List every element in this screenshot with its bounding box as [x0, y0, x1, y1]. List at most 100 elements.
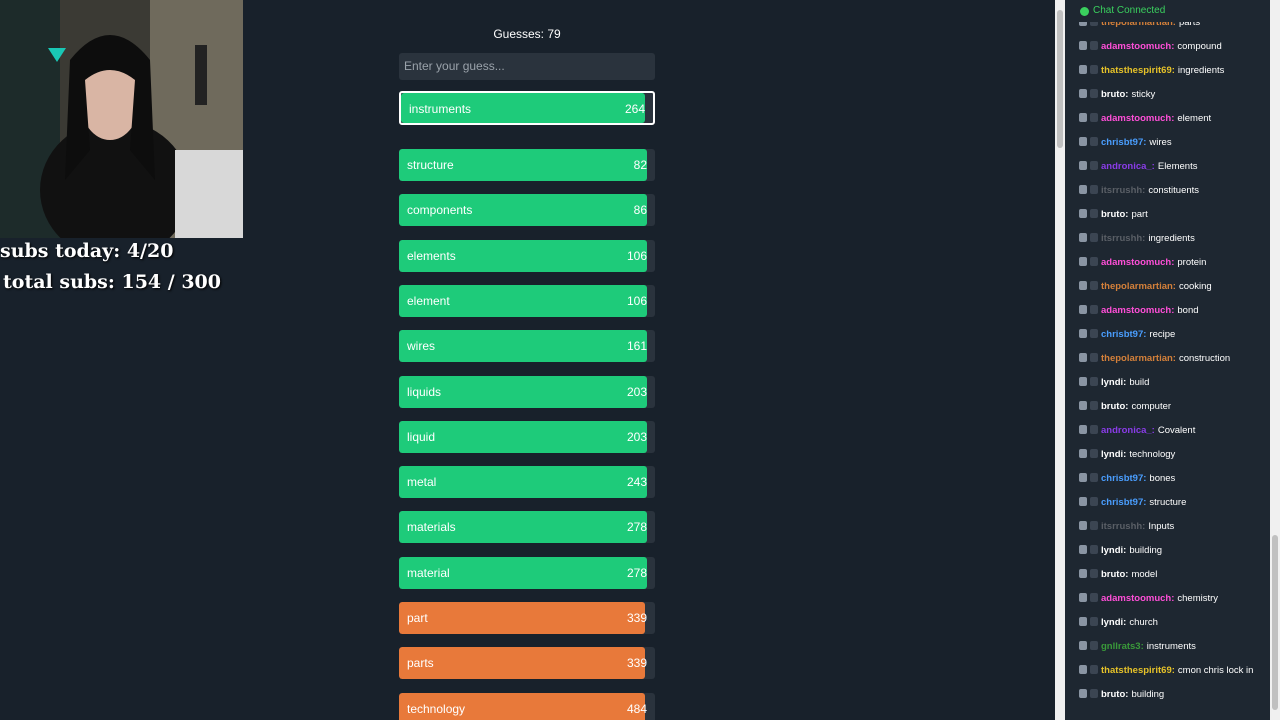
- guess-word: liquids: [407, 384, 442, 399]
- message-text: ingredients: [1148, 233, 1195, 244]
- username: thatsthespirit69:: [1101, 665, 1175, 676]
- badge: [1090, 329, 1098, 338]
- username: bruto:: [1101, 569, 1129, 580]
- badge: [1079, 545, 1087, 554]
- badge: [1090, 353, 1098, 362]
- message-text: protein: [1177, 257, 1207, 268]
- guess-bar: [399, 330, 648, 363]
- badge: [1079, 41, 1087, 50]
- chat-message: gnllrats3: instruments: [1079, 640, 1196, 654]
- guess-bar: [399, 511, 648, 544]
- guess-word: technology: [407, 701, 466, 716]
- username: adamstoomuch:: [1101, 257, 1175, 268]
- chat-panel: Chat Connected thepolarmartian: parts adam…: [1065, 0, 1280, 720]
- message-text: construction: [1178, 353, 1231, 364]
- badge: [1090, 377, 1098, 386]
- chat-message: bruto: sticky: [1079, 88, 1155, 102]
- scroll-thumb[interactable]: [1272, 535, 1278, 710]
- badge: [1090, 257, 1098, 266]
- guess-word: material: [407, 565, 450, 580]
- message-text: parts: [1178, 17, 1201, 28]
- badge: [1090, 305, 1098, 314]
- badge: [1090, 689, 1098, 698]
- badge: [1090, 401, 1098, 410]
- message-text: sticky: [1131, 89, 1156, 100]
- badge: [1079, 377, 1087, 386]
- guess-rank: 339: [626, 611, 647, 625]
- badge: [1090, 521, 1098, 530]
- chat-message: thatsthespirit69: ingredients: [1079, 64, 1224, 78]
- chat-message: adamstoomuch: chemistry: [1079, 592, 1218, 606]
- guess-input[interactable]: Enter your guess...: [399, 53, 655, 80]
- username: thatsthespirit69:: [1101, 65, 1175, 76]
- message-text: bones: [1149, 473, 1176, 484]
- username: adamstoomuch:: [1101, 113, 1175, 124]
- guess-bar: [399, 149, 648, 181]
- guess-rank: 203: [626, 384, 647, 399]
- current-guess: instruments 264: [399, 91, 655, 125]
- badge: [1090, 113, 1098, 122]
- badge: [1090, 617, 1098, 626]
- guess-word: elements: [407, 248, 456, 263]
- guess-word: components: [407, 203, 473, 218]
- message-text: building: [1129, 545, 1163, 556]
- guess-row: liquids 203: [399, 375, 655, 408]
- badge: [1079, 257, 1087, 266]
- username: bruto:: [1101, 209, 1129, 220]
- scrollbar[interactable]: [1270, 0, 1280, 720]
- badge: [1079, 617, 1087, 626]
- message-text: constituents: [1148, 185, 1200, 196]
- username: thepolarmartian:: [1101, 281, 1176, 292]
- username: andronica_:: [1101, 425, 1155, 436]
- chat-message: adamstoomuch: bond: [1079, 304, 1199, 318]
- total-subs: total subs: 154 / 300: [3, 271, 221, 293]
- guess-row: components 86: [399, 194, 655, 227]
- username: itsrrushh:: [1101, 521, 1146, 532]
- badge: [1090, 209, 1098, 218]
- chat-message: chrisbt97: structure: [1079, 496, 1186, 510]
- badge: [1090, 137, 1098, 146]
- chat-message: lyndi: building: [1079, 544, 1162, 558]
- scroll-thumb[interactable]: [1057, 10, 1063, 148]
- badge: [1090, 449, 1098, 458]
- chat-message: lyndi: build: [1079, 376, 1149, 390]
- badge: [1090, 41, 1098, 50]
- badge: [1079, 569, 1087, 578]
- chat-message: bruto: model: [1079, 568, 1157, 582]
- guess-rank: 106: [626, 248, 647, 263]
- chat-message: chrisbt97: recipe: [1079, 328, 1175, 342]
- message-text: recipe: [1149, 329, 1176, 340]
- guess-row: liquid 203: [399, 420, 655, 453]
- guess-rank: 203: [626, 429, 647, 444]
- subs-today: subs today: 4/20: [0, 240, 174, 262]
- badge: [1079, 449, 1087, 458]
- badge: [1090, 569, 1098, 578]
- badge: [1090, 281, 1098, 290]
- badge: [1079, 233, 1087, 242]
- guess-bar: [399, 284, 648, 317]
- chat-message: adamstoomuch: compound: [1079, 40, 1222, 54]
- message-text: chemistry: [1177, 593, 1219, 604]
- username: adamstoomuch:: [1101, 41, 1175, 52]
- guess-row: technology 484: [399, 692, 655, 720]
- chat-message: chrisbt97: wires: [1079, 136, 1172, 150]
- badge: [1090, 545, 1098, 554]
- chat-message: thepolarmartian: cooking: [1079, 280, 1212, 294]
- username: thepolarmartian:: [1101, 17, 1176, 28]
- message-text: element: [1177, 113, 1212, 124]
- message-text: instruments: [1146, 641, 1196, 652]
- badge: [1079, 137, 1087, 146]
- chat-message: itsrrushh: constituents: [1079, 184, 1199, 198]
- guess-word: part: [407, 611, 428, 625]
- guess-bar: [399, 692, 645, 720]
- chat-message: thepolarmartian: construction: [1079, 352, 1230, 366]
- username: itsrrushh:: [1101, 233, 1146, 244]
- badge: [1079, 305, 1087, 314]
- guess-word: element: [407, 293, 450, 308]
- scrollbar[interactable]: [1055, 0, 1065, 720]
- badge: [1079, 65, 1087, 74]
- guess-row: structure 82: [399, 149, 655, 181]
- guess-rank: 278: [626, 520, 647, 535]
- badge: [1079, 329, 1087, 338]
